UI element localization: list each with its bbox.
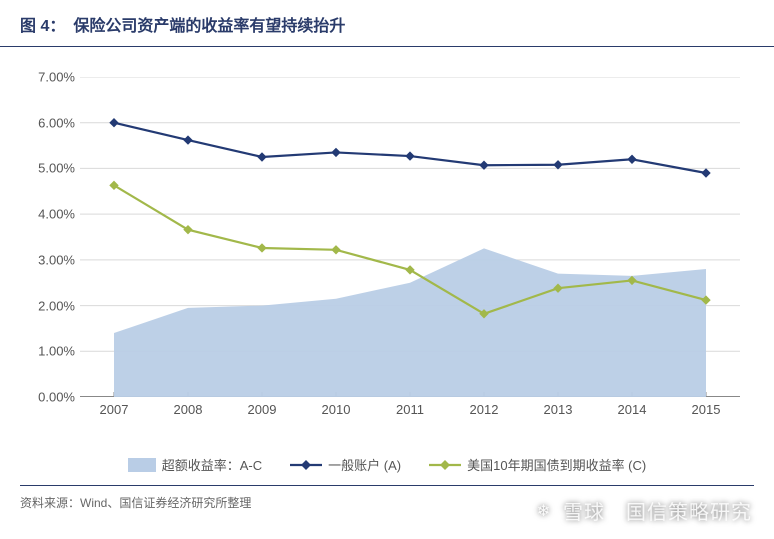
watermark-left: 雪球 bbox=[563, 496, 605, 525]
x-tick-label: 2011 bbox=[396, 402, 424, 417]
snowball-icon: ❄ bbox=[531, 498, 557, 524]
watermark-divider bbox=[615, 500, 616, 522]
chart-container: 0.00% 1.00% 2.00% 3.00% 4.00% 5.00% 6.00% 7.00%… bbox=[20, 67, 754, 447]
x-axis-ticks: 2007 2008 2009 2010 2011 2012 2013 2014 2015 bbox=[80, 402, 740, 422]
chart-plot bbox=[80, 77, 740, 397]
legend-label: 一般账户 (A) bbox=[328, 455, 401, 474]
legend-item-us10y: 美国10年期国债到期收益率 (C) bbox=[429, 455, 646, 474]
y-tick-label: 3.00% bbox=[38, 252, 75, 267]
y-tick-label: 1.00% bbox=[38, 344, 75, 359]
legend-label: 美国10年期国债到期收益率 (C) bbox=[467, 455, 646, 474]
y-tick-label: 5.00% bbox=[38, 161, 75, 176]
x-tick-label: 2008 bbox=[174, 402, 203, 417]
y-tick-label: 7.00% bbox=[38, 70, 75, 85]
x-tick-label: 2007 bbox=[100, 402, 129, 417]
legend-label: 超额收益率：A-C bbox=[162, 455, 262, 474]
watermark-right: 国信策略研究 bbox=[626, 496, 752, 525]
y-tick-label: 2.00% bbox=[38, 298, 75, 313]
x-tick-label: 2009 bbox=[248, 402, 277, 417]
x-tick-label: 2015 bbox=[692, 402, 721, 417]
x-tick-label: 2012 bbox=[470, 402, 499, 417]
x-tick-label: 2013 bbox=[544, 402, 573, 417]
figure-title: 保险公司资产端的收益率有望持续抬升 bbox=[73, 12, 345, 36]
legend-swatch-area bbox=[128, 458, 156, 472]
legend-item-excess: 超额收益率：A-C bbox=[128, 455, 262, 474]
x-tick-label: 2014 bbox=[618, 402, 647, 417]
y-tick-label: 6.00% bbox=[38, 115, 75, 130]
y-axis-ticks: 0.00%1.00%2.00%3.00%4.00%5.00%6.00%7.00% bbox=[20, 77, 75, 397]
figure-number: 图 4： bbox=[20, 12, 65, 36]
legend-swatch-line-general bbox=[290, 458, 322, 472]
x-tick-label: 2010 bbox=[322, 402, 351, 417]
legend-item-general: 一般账户 (A) bbox=[290, 455, 401, 474]
y-tick-label: 4.00% bbox=[38, 207, 75, 222]
figure-header: 图 4： 保险公司资产端的收益率有望持续抬升 bbox=[0, 0, 774, 47]
chart-legend: 超额收益率：A-C 一般账户 (A) 美国10年期国债到期收益率 (C) bbox=[0, 455, 774, 474]
watermark: ❄ 雪球 国信策略研究 bbox=[531, 496, 752, 525]
y-tick-label: 0.00% bbox=[38, 390, 75, 405]
legend-swatch-line-us10y bbox=[429, 458, 461, 472]
